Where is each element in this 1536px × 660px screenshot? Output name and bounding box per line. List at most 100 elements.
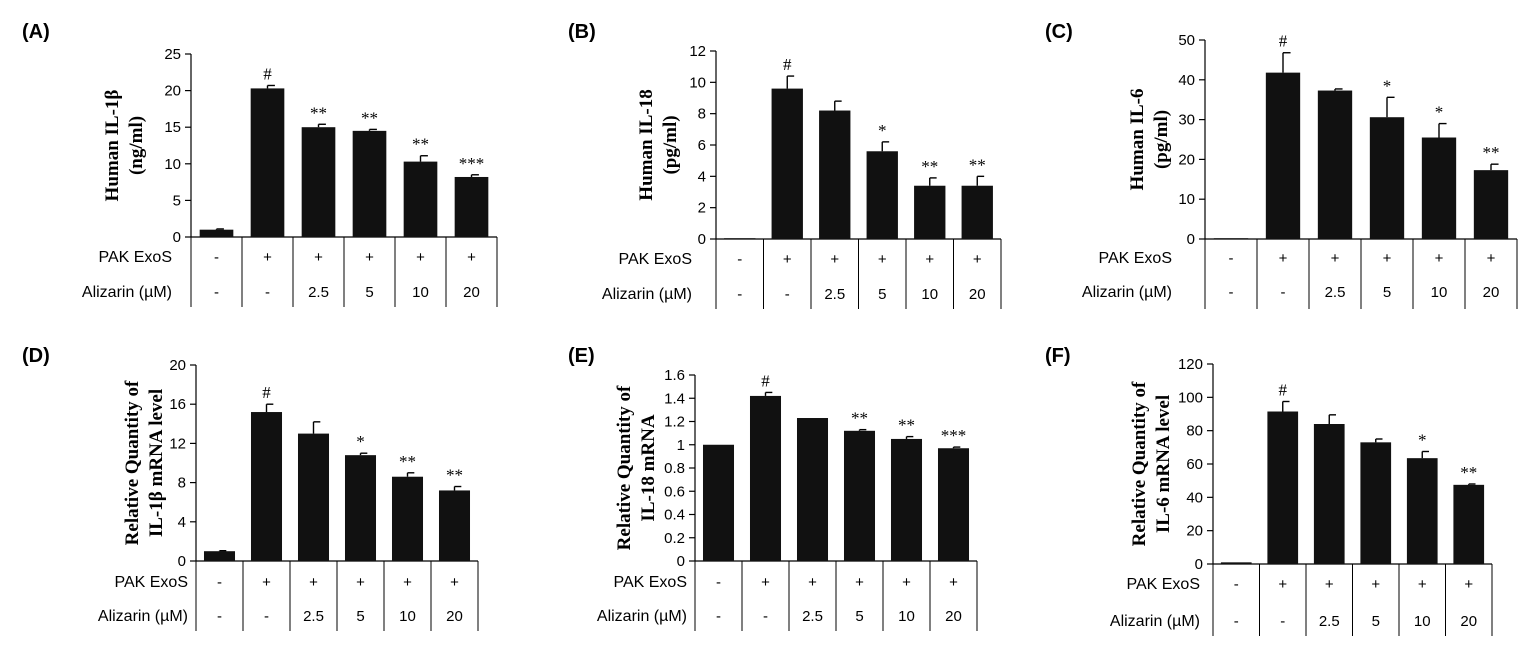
y-tick-label: 6 [698,137,706,154]
y-axis-label: Human IL-1β (ng/ml) [102,90,147,202]
y-axis-label-line: Relative Quantity of [614,385,635,550]
alizarin-condition: 2.5 [303,608,324,625]
alizarin-condition: 20 [446,608,463,625]
bar [771,88,803,239]
exos-condition: - [1234,576,1239,593]
bar [749,395,782,561]
exos-condition: - [217,574,222,591]
y-tick-label: 5 [173,192,181,209]
y-tick-label: 4 [698,168,706,185]
alizarin-condition: 10 [1414,613,1431,630]
significance-mark: # [263,64,272,83]
row-label-alizarin: Alizarin (µM) [98,608,188,625]
y-tick-label: 100 [1178,389,1203,406]
exos-condition: + [1279,250,1288,267]
significance-mark: ** [898,416,915,435]
significance-mark: ** [921,157,938,176]
exos-condition: + [1325,576,1334,593]
alizarin-condition: 2.5 [824,286,845,303]
significance-mark: *** [941,426,967,445]
significance-mark: ** [399,452,416,471]
significance-mark: ** [969,155,986,174]
alizarin-condition: 5 [1383,284,1391,301]
alizarin-condition: 20 [1460,613,1477,630]
y-tick-label: 50 [1178,32,1195,49]
y-tick-label: 1.6 [664,367,685,384]
bar [890,438,923,561]
bar [702,444,735,561]
alizarin-condition: 2.5 [802,608,823,625]
significance-mark: ** [1483,143,1500,162]
bar [250,88,285,238]
bar [866,151,898,239]
bar [199,229,234,237]
row-label-exos: PAK ExoS [114,574,188,591]
bar [1453,484,1485,564]
significance-mark: ** [412,135,429,154]
bar [724,238,756,239]
exos-condition: + [878,251,887,268]
y-tick-label: 4 [178,514,186,531]
alizarin-condition: - [737,286,742,303]
row-label-exos: PAK ExoS [1098,250,1172,267]
alizarin-condition: 10 [1431,284,1448,301]
alizarin-condition: - [785,286,790,303]
alizarin-condition: 20 [1483,284,1500,301]
y-tick-label: 10 [689,74,706,91]
bar [1267,411,1299,564]
exos-condition: + [761,574,770,591]
significance-mark: # [783,55,792,74]
bar [1360,442,1392,564]
alizarin-condition: 5 [365,284,373,301]
bar [914,185,946,239]
exos-condition: - [737,251,742,268]
y-tick-label: 12 [689,43,706,60]
y-tick-label: 0.6 [664,483,685,500]
alizarin-condition: 10 [412,284,429,301]
significance-mark: * [356,432,365,451]
exos-condition: + [1278,576,1287,593]
alizarin-condition: - [1234,613,1239,630]
alizarin-condition: 2.5 [1319,613,1340,630]
y-axis-label: Relative Quantity of IL-6 mRNA level [1129,381,1174,546]
y-axis-label: Human IL-18 (pg/ml) [636,89,681,200]
bar [1220,562,1252,564]
y-axis-label-line: IL-1β mRNA level [146,389,167,537]
exos-condition: + [1383,250,1392,267]
exos-condition: + [902,574,911,591]
y-axis-label-line: (pg/ml) [1151,110,1172,169]
exos-condition: + [973,251,982,268]
alizarin-condition: 20 [463,284,480,301]
exos-condition: + [309,574,318,591]
panel-label: (F) [1045,345,1071,367]
significance-mark: * [878,121,887,140]
exos-condition: + [416,249,425,266]
y-axis-label-line: Human IL-1β [102,90,123,202]
bar [250,412,283,561]
y-tick-label: 0 [1187,231,1195,248]
y-axis-label: Relative Quantity of IL-18 mRNA [614,385,659,550]
exos-condition: + [949,574,958,591]
y-tick-label: 0 [173,229,181,246]
row-label-exos: PAK ExoS [1126,576,1200,593]
exos-condition: - [214,249,219,266]
alizarin-condition: 5 [1372,613,1380,630]
bar [352,130,387,237]
y-tick-label: 0 [1195,556,1203,573]
y-tick-label: 30 [1178,112,1195,129]
y-tick-label: 25 [164,46,181,63]
exos-condition: + [808,574,817,591]
y-axis-label-line: IL-6 mRNA level [1153,395,1174,533]
significance-mark: # [761,371,770,390]
y-tick-label: 40 [1186,489,1203,506]
y-tick-label: 20 [1178,151,1195,168]
bar [961,185,993,239]
alizarin-condition: - [1280,613,1285,630]
exos-condition: - [716,574,721,591]
row-label-alizarin: Alizarin (µM) [597,608,687,625]
y-axis-label-line: Relative Quantity of [1129,381,1150,546]
alizarin-condition: 10 [898,608,915,625]
alizarin-condition: - [214,284,219,301]
